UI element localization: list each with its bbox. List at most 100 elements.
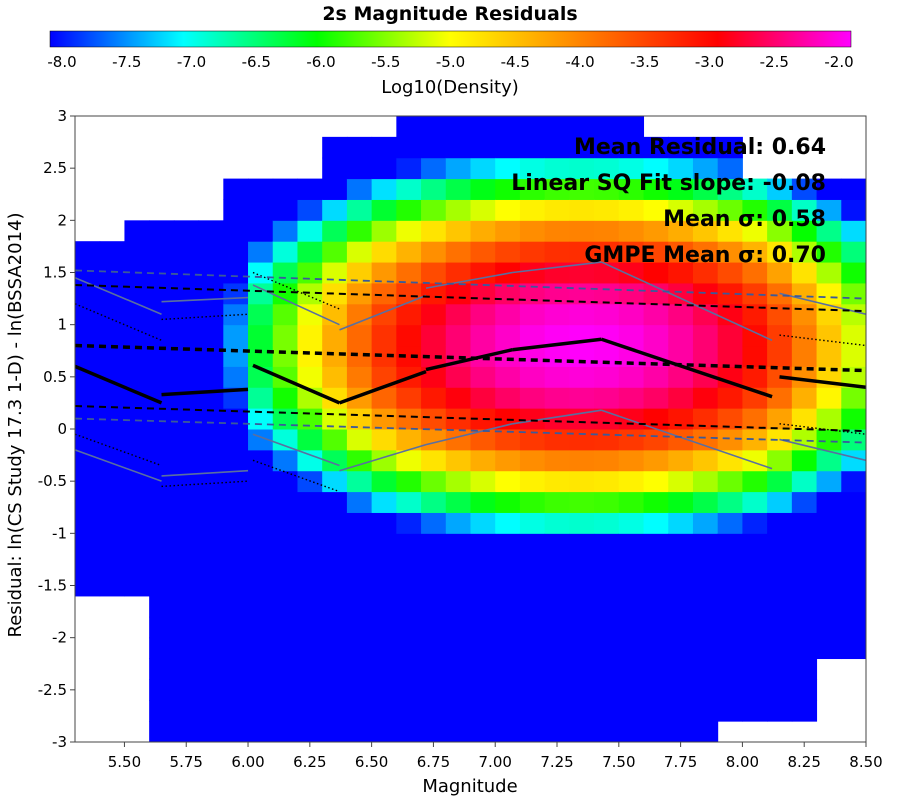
heatmap-cell bbox=[594, 512, 620, 534]
heatmap-cell bbox=[421, 136, 447, 159]
heatmap-cell bbox=[248, 282, 274, 305]
heatmap-cell bbox=[668, 157, 694, 180]
x-tick-label: 7.75 bbox=[664, 753, 697, 771]
heatmap-cell bbox=[668, 241, 694, 263]
heatmap-cell bbox=[198, 470, 224, 493]
x-tick-label: 7.50 bbox=[602, 753, 635, 771]
heatmap-cell bbox=[569, 157, 595, 180]
heatmap-cell bbox=[816, 220, 842, 242]
residual-line-dotted bbox=[161, 480, 249, 488]
heatmap-cell bbox=[519, 345, 546, 367]
residual-line-solid bbox=[252, 363, 341, 405]
heatmap-cell bbox=[692, 199, 719, 221]
heatmap-cell bbox=[445, 533, 471, 555]
heatmap-cell bbox=[519, 408, 546, 430]
heatmap-cell bbox=[519, 595, 546, 618]
heatmap-cell bbox=[618, 408, 645, 430]
heatmap-cell bbox=[692, 449, 719, 472]
heatmap-cell bbox=[643, 157, 669, 180]
heatmap-cell bbox=[421, 575, 447, 597]
heatmap-cell bbox=[396, 157, 422, 180]
heatmap-cell bbox=[791, 700, 818, 722]
heatmap-cell bbox=[322, 262, 348, 284]
heatmap-cell bbox=[223, 637, 249, 660]
heatmap-cell bbox=[99, 470, 125, 493]
heatmap-cell bbox=[297, 721, 323, 742]
heatmap-cell bbox=[692, 491, 719, 513]
heatmap-cell bbox=[346, 637, 373, 660]
heatmap-cell bbox=[495, 303, 521, 326]
heatmap-cell bbox=[742, 178, 768, 200]
heatmap-cell bbox=[618, 554, 645, 576]
heatmap-cell bbox=[618, 324, 645, 347]
heatmap-cell bbox=[297, 616, 323, 639]
heatmap-cell bbox=[643, 575, 669, 597]
heatmap-cell bbox=[75, 449, 101, 472]
heatmap-cell bbox=[149, 554, 175, 576]
heatmap-cell bbox=[322, 199, 348, 221]
heatmap-cell bbox=[668, 136, 694, 159]
heatmap-cell bbox=[445, 637, 471, 660]
heatmap-cell bbox=[149, 303, 175, 326]
heatmap-cell bbox=[173, 595, 200, 618]
heatmap-cell bbox=[297, 324, 323, 347]
heatmap-cell bbox=[371, 157, 397, 180]
heatmap-cell bbox=[569, 199, 595, 221]
heatmap-cell bbox=[396, 303, 422, 326]
heatmap-cell bbox=[816, 554, 842, 576]
heatmap-cell bbox=[445, 324, 471, 347]
heatmap-cell bbox=[841, 595, 866, 618]
colorbar-tick-label: -5.0 bbox=[436, 53, 465, 71]
heatmap-cell bbox=[248, 220, 274, 242]
heatmap-cell bbox=[421, 449, 447, 472]
heatmap-cell bbox=[322, 721, 348, 742]
heatmap-cell bbox=[371, 345, 397, 367]
heatmap-cell bbox=[272, 554, 298, 576]
heatmap-cell bbox=[594, 637, 620, 660]
heatmap-cell bbox=[495, 136, 521, 159]
heatmap-cell bbox=[149, 533, 175, 555]
heatmap-cell bbox=[297, 429, 323, 451]
heatmap-cell bbox=[692, 575, 719, 597]
heatmap-cell bbox=[272, 700, 298, 722]
heatmap-cell bbox=[470, 178, 496, 200]
heatmap-cell bbox=[618, 637, 645, 660]
heatmap-cell bbox=[223, 262, 249, 284]
heatmap-cell bbox=[173, 575, 200, 597]
heatmap-cell bbox=[371, 324, 397, 347]
heatmap-cell bbox=[791, 533, 818, 555]
heatmap-cell bbox=[544, 303, 570, 326]
colorbar-tick-label: -7.0 bbox=[177, 53, 206, 71]
heatmap-cell bbox=[594, 575, 620, 597]
heatmap-cell bbox=[470, 324, 496, 347]
heatmap-cell bbox=[668, 658, 694, 680]
heatmap-cell bbox=[445, 220, 471, 242]
heatmap-cell bbox=[717, 366, 743, 388]
heatmap-cell bbox=[841, 408, 866, 430]
y-tick-label: -1.5 bbox=[38, 577, 67, 595]
heatmap-cell bbox=[445, 387, 471, 409]
heatmap-cell bbox=[692, 658, 719, 680]
heatmap-cell bbox=[519, 512, 546, 534]
heatmap-cell bbox=[445, 595, 471, 618]
heatmap-cell bbox=[223, 616, 249, 639]
heatmap-cell bbox=[544, 679, 570, 701]
heatmap-cell bbox=[668, 303, 694, 326]
heatmap-cell bbox=[297, 575, 323, 597]
heatmap-cell bbox=[643, 616, 669, 639]
heatmap-cell bbox=[569, 637, 595, 660]
heatmap-cell bbox=[421, 178, 447, 200]
heatmap-cell bbox=[223, 533, 249, 555]
colorbar-tick-label: -8.0 bbox=[47, 53, 76, 71]
heatmap-cell bbox=[668, 199, 694, 221]
heatmap-cell bbox=[470, 116, 496, 138]
heatmap-cell bbox=[346, 616, 373, 639]
residual-line-grey bbox=[161, 469, 249, 477]
heatmap-cell bbox=[618, 595, 645, 618]
heatmap-cell bbox=[198, 637, 224, 660]
heatmap-cell bbox=[569, 136, 595, 159]
heatmap-cell bbox=[692, 303, 719, 326]
heatmap-cell bbox=[124, 533, 150, 555]
heatmap-cell bbox=[791, 491, 818, 513]
heatmap-cell bbox=[396, 345, 422, 367]
